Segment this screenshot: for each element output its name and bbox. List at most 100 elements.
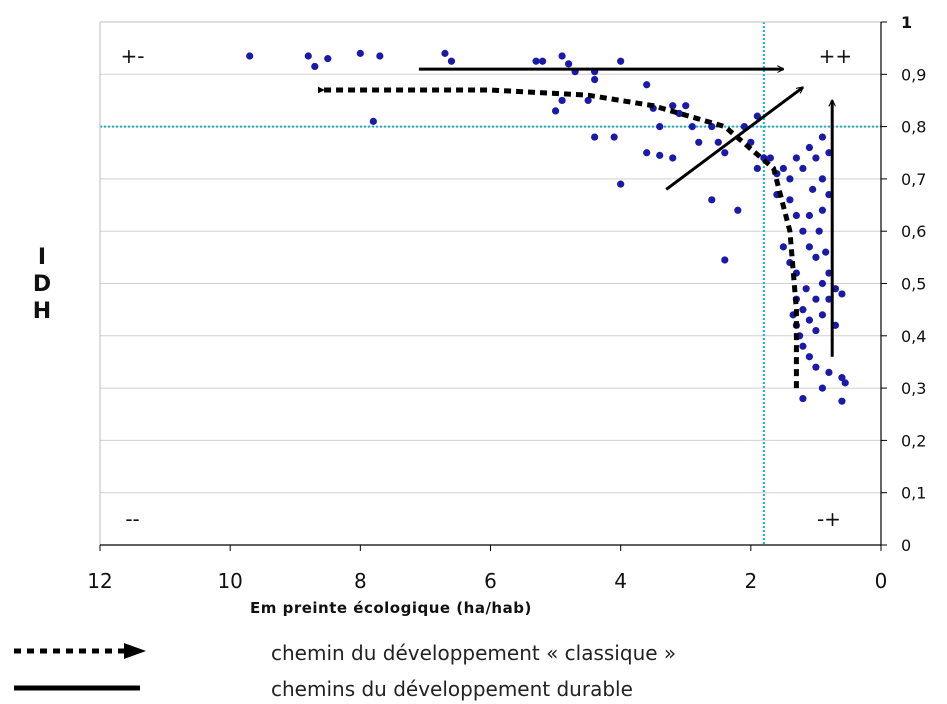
scatter-point	[617, 180, 625, 188]
durable-path-arrow	[665, 86, 803, 191]
scatter-point	[805, 143, 814, 152]
scatter-point	[656, 151, 664, 159]
scatter-point	[792, 154, 800, 162]
scatter-point	[786, 196, 794, 204]
scatter-point	[805, 316, 814, 324]
axis-ticks: 0 0,1 0,2 0,3 0,4 0,5 0,6 0,7 0,8 0,9 1 12 10 8 6 4 2 0	[87, 13, 926, 593]
scatter-point	[714, 138, 722, 146]
x-tick-label: 4	[614, 569, 627, 593]
scatter-point	[558, 52, 566, 60]
x-tick-label: 10	[217, 569, 242, 593]
scatter-point	[324, 55, 332, 63]
scatter-point	[708, 196, 716, 204]
quadrant-label: ++	[819, 44, 853, 68]
grid-lines	[100, 73, 881, 494]
scatter-point	[792, 211, 800, 220]
scatter-point	[753, 112, 761, 120]
reference-lines	[100, 22, 881, 545]
scatter-point	[538, 57, 547, 65]
y-axis-label-letter: D	[32, 272, 52, 297]
scatter-point	[669, 102, 677, 110]
scatter-point	[838, 290, 846, 298]
scatter-point	[841, 379, 849, 387]
quadrant-labels: +- ++ -- -+	[121, 44, 853, 531]
scatter-point	[447, 57, 456, 65]
scatter-point	[766, 154, 774, 162]
scatter-point	[558, 96, 566, 105]
scatter-point	[802, 285, 810, 293]
y-tick-label: 0,9	[901, 65, 926, 84]
y-tick-label: 0,4	[901, 327, 926, 346]
scatter-point	[779, 243, 787, 251]
scatter-point	[825, 368, 833, 377]
scatter-point	[591, 133, 599, 141]
scatter-point	[812, 154, 820, 162]
scatter-point	[838, 397, 846, 405]
scatter-point	[610, 133, 618, 141]
scatter-point	[822, 248, 830, 256]
scatter-point	[734, 206, 742, 214]
scatter-point	[818, 311, 827, 319]
scatter-point	[695, 138, 703, 146]
scatter-point	[809, 185, 817, 193]
scatter-point	[656, 123, 664, 131]
x-tick-label: 8	[354, 569, 367, 593]
scatter-point	[818, 133, 827, 141]
scatter-point	[441, 49, 449, 57]
scatter-point	[643, 81, 651, 89]
scatter-point	[721, 149, 729, 157]
scatter-point	[688, 123, 696, 131]
scatter-point	[838, 374, 846, 382]
scatter-point	[812, 253, 820, 261]
y-tick-label: 0	[901, 536, 911, 555]
legend-label-classic: chemin du développement « classique »	[271, 641, 677, 665]
scatter-point	[753, 164, 761, 173]
legend-arrowhead	[124, 643, 146, 659]
scatter-point	[356, 49, 364, 57]
scatter-point	[812, 326, 820, 335]
y-tick-label: 1	[901, 13, 912, 32]
y-tick-label: 0,7	[901, 170, 926, 189]
x-axis-label: Em preinte écologique (ha/hab)	[250, 599, 532, 617]
quadrant-label: +-	[121, 44, 145, 68]
scatter-point	[675, 109, 683, 118]
scatter-point	[799, 306, 807, 314]
y-tick-label: 0,5	[901, 275, 926, 294]
scatter-point	[805, 211, 814, 220]
scatter-point	[721, 256, 729, 264]
scatter-point	[818, 279, 827, 288]
scatter-point	[376, 52, 384, 60]
scatter-point	[617, 57, 625, 65]
x-tick-label: 2	[744, 569, 757, 593]
scatter-point	[532, 57, 540, 65]
scatter-point	[818, 384, 827, 392]
scatter-point	[682, 102, 690, 110]
scatter-point	[805, 353, 814, 361]
scatter-point	[799, 394, 807, 403]
y-tick-label: 0,3	[901, 379, 926, 398]
legend-label-durable: chemins du développement durable	[271, 677, 633, 701]
scatter-point	[818, 175, 827, 183]
quadrant-label: -+	[817, 507, 841, 531]
scatter-point	[246, 52, 254, 60]
classic-path-arrow	[317, 86, 799, 389]
scatter-point	[815, 227, 823, 235]
legend-lines	[14, 643, 146, 691]
x-tick-label: 0	[875, 569, 888, 593]
quadrant-label: --	[125, 507, 139, 531]
scatter-point	[311, 62, 319, 71]
data-points	[246, 49, 849, 405]
scatter-point	[799, 164, 807, 173]
scatter-point	[584, 96, 592, 105]
scatter-point	[643, 149, 651, 157]
scatter-point	[369, 117, 377, 125]
scatter-point	[818, 206, 827, 214]
development-arrows	[317, 69, 832, 389]
y-tick-label: 0,6	[901, 222, 926, 241]
y-axis-label: I D H	[27, 244, 57, 325]
scatter-point	[551, 107, 560, 115]
y-axis-label-letter: H	[32, 299, 52, 324]
scatter-point	[779, 164, 787, 173]
scatter-point	[786, 175, 794, 183]
